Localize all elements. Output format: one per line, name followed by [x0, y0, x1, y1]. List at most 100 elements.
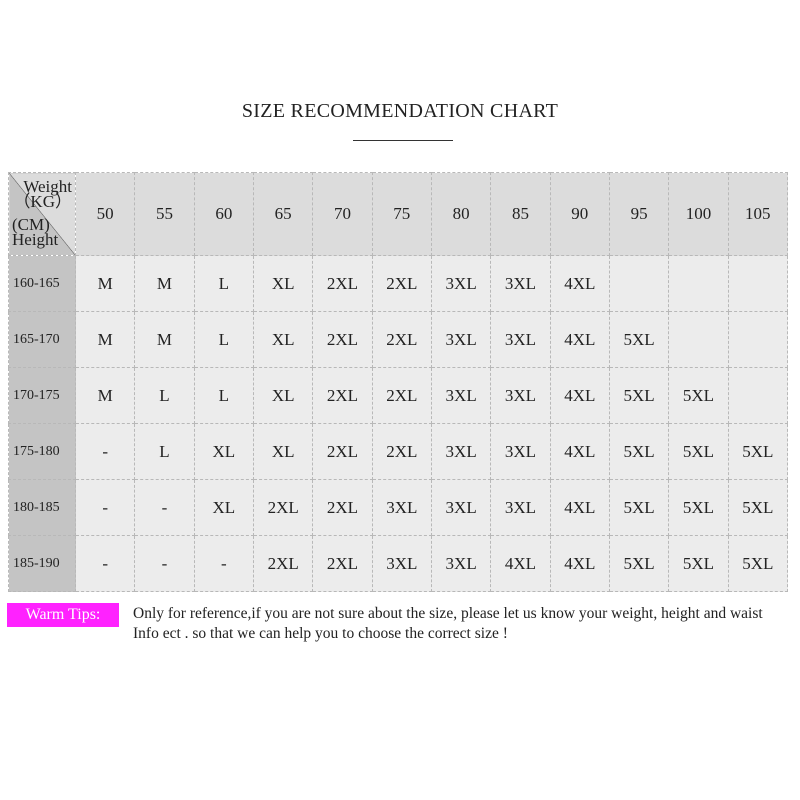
size-cell: -	[134, 479, 195, 536]
size-cell: -	[74, 423, 136, 480]
size-cell: 2XL	[312, 423, 373, 480]
size-cell: 4XL	[549, 367, 610, 424]
size-cell: 5XL	[668, 535, 729, 592]
size-cell	[668, 255, 729, 312]
size-cell: M	[74, 255, 136, 312]
size-cell: M	[134, 311, 195, 368]
weight-header: 80	[430, 172, 492, 256]
size-cell: 3XL	[430, 535, 492, 592]
size-cell	[727, 311, 789, 368]
weight-label: Weight	[23, 177, 72, 196]
size-cell: 2XL	[252, 479, 314, 536]
table-row: 160-165 M M L XL 2XL 2XL 3XL 3XL 4XL	[8, 255, 789, 312]
size-cell: 4XL	[549, 479, 610, 536]
table-row: 185-190- - -2XL 2XL 3XL 3XL 4XL 4XL 5XL 5XL 5XL	[8, 535, 789, 592]
size-cell: 3XL	[490, 423, 551, 480]
size-cell: 5XL	[727, 479, 789, 536]
size-cell	[727, 255, 789, 312]
height-header: 175-180	[8, 423, 76, 480]
cm-label: (CM)	[12, 215, 50, 234]
corner-cell: Weight （KG） (CM) Height	[8, 172, 76, 256]
size-cell: 3XL	[371, 535, 432, 592]
size-cell: 5XL	[608, 479, 670, 536]
table-row: 180-185- - XL 2XL 2XL 3XL 3XL 3XL 4XL 5XL 5XL 5XL	[8, 479, 789, 536]
size-cell: 4XL	[549, 535, 610, 592]
size-cell: L	[193, 311, 254, 368]
weight-header: 90	[549, 172, 610, 256]
weight-header: 50	[74, 172, 136, 256]
height-header: 170-175	[8, 367, 76, 424]
height-header: 185-190	[8, 535, 76, 592]
size-cell: 5XL	[608, 367, 670, 424]
size-cell: 5XL	[608, 423, 670, 480]
size-cell: -	[74, 535, 136, 592]
size-cell: 3XL	[430, 311, 492, 368]
size-cell: 3XL	[490, 255, 551, 312]
size-cell: 3XL	[430, 367, 492, 424]
size-cell: -	[134, 535, 195, 592]
size-cell: 4XL	[549, 311, 610, 368]
header-row: Weight （KG） (CM) Height 50 55 60 65 70 75 80 85 90 95…	[8, 172, 789, 256]
size-cell: 5XL	[668, 423, 729, 480]
size-cell: 5XL	[668, 367, 729, 424]
size-cell: 3XL	[430, 479, 492, 536]
size-cell	[608, 255, 670, 312]
table-row: 165-170 M M L XL 2XL 2XL 3XL 3XL 4XL 5XL	[8, 311, 789, 368]
size-cell: 3XL	[490, 367, 551, 424]
size-cell: M	[134, 255, 195, 312]
height-label: Height	[12, 230, 59, 249]
size-cell: 2XL	[252, 535, 314, 592]
weight-header: 100	[668, 172, 729, 256]
weight-header: 55	[134, 172, 195, 256]
page-title: SIZE RECOMMENDATION CHART	[241, 100, 559, 122]
weight-header: 75	[371, 172, 432, 256]
kg-label: （KG）	[13, 192, 72, 211]
size-cell: -	[193, 535, 254, 592]
size-cell: M	[74, 311, 136, 368]
weight-header: 95	[608, 172, 670, 256]
size-cell: 2XL	[371, 255, 432, 312]
size-cell: 2XL	[312, 311, 373, 368]
weight-header: 85	[490, 172, 551, 256]
weight-header: 70	[312, 172, 373, 256]
height-header: 165-170	[8, 311, 76, 368]
warm-tips-label: Warm Tips:	[7, 603, 119, 627]
size-cell: -	[74, 479, 136, 536]
size-cell: 2XL	[371, 423, 432, 480]
weight-header: 105	[727, 172, 789, 256]
size-cell: XL	[252, 311, 314, 368]
size-cell: M	[74, 367, 136, 424]
size-cell: XL	[252, 255, 314, 312]
size-cell: 3XL	[490, 311, 551, 368]
size-cell: 4XL	[549, 423, 610, 480]
size-cell: 2XL	[312, 367, 373, 424]
height-header: 180-185	[8, 479, 76, 536]
size-cell: 3XL	[490, 479, 551, 536]
size-cell: 3XL	[430, 255, 492, 312]
size-cell: 2XL	[312, 255, 373, 312]
size-cell: 2XL	[312, 535, 373, 592]
size-cell: 4XL	[549, 255, 610, 312]
warm-tips-text: Only for reference,if you are not sure a…	[133, 605, 763, 642]
size-cell: L	[134, 423, 195, 480]
size-cell: XL	[193, 479, 254, 536]
size-cell: 3XL	[371, 479, 432, 536]
size-cell: 2XL	[371, 367, 432, 424]
size-cell: 5XL	[727, 423, 789, 480]
size-cell: L	[193, 255, 254, 312]
weight-header: 65	[252, 172, 314, 256]
size-cell: 5XL	[668, 479, 729, 536]
size-cell: XL	[252, 367, 314, 424]
size-cell: 5XL	[608, 535, 670, 592]
size-table: Weight （KG） (CM) Height 50 55 60 65 70 75 80 85 90 95…	[8, 172, 789, 592]
weight-header: 60	[193, 172, 254, 256]
size-cell: 5XL	[727, 535, 789, 592]
table-row: 170-175 M L L XL 2XL 2XL 3XL 3XL 4XL 5XL 5XL	[8, 367, 789, 424]
size-cell: XL	[193, 423, 254, 480]
title-underline	[353, 140, 453, 141]
size-cell: XL	[252, 423, 314, 480]
size-cell: 4XL	[490, 535, 551, 592]
size-cell: 2XL	[371, 311, 432, 368]
size-cell: 2XL	[312, 479, 373, 536]
size-cell: L	[193, 367, 254, 424]
